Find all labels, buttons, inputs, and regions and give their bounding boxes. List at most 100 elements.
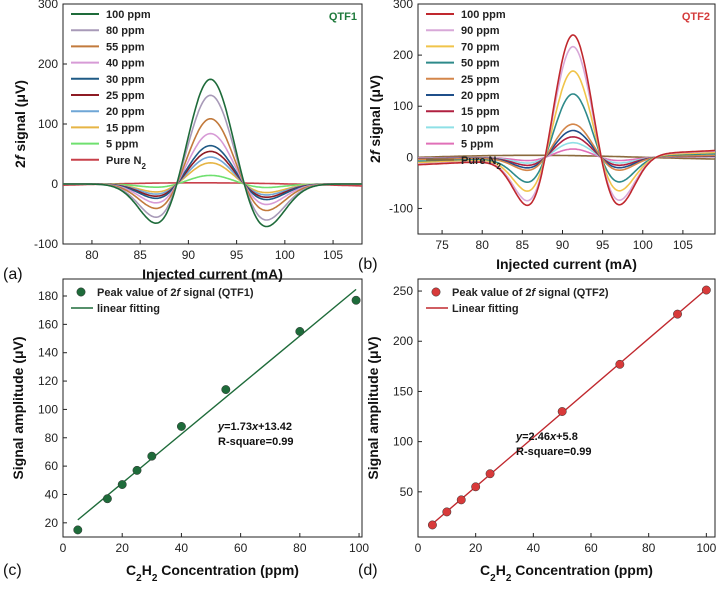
data-point [295, 327, 305, 336]
y-tick-label: 300 [393, 0, 413, 11]
chart-tag: QTF2 [682, 11, 710, 23]
data-point [615, 359, 625, 369]
x-axis-label: C2H2 Concentration (ppm) [126, 562, 299, 584]
y-tick-label: 140 [38, 346, 58, 360]
x-tick-label: 80 [85, 248, 99, 262]
data-point [442, 507, 452, 517]
y-tick-label: 20 [45, 516, 59, 530]
y-tick-label: 250 [393, 284, 413, 298]
panel-label: (a) [3, 266, 23, 283]
y-tick-label: 50 [400, 485, 414, 499]
legend-label: 50 ppm [461, 58, 500, 70]
legend-label-line: linear fitting [97, 303, 160, 315]
x-axis-label: C2H2 Concentration (ppm) [480, 562, 653, 584]
data-point [73, 525, 83, 535]
plot-frame [417, 278, 716, 538]
legend-label: 25 ppm [106, 90, 145, 102]
y-tick-label: 200 [38, 57, 58, 71]
data-point [147, 451, 157, 461]
legend-label-points: Peak value of 2f signal (QTF1) [97, 287, 254, 299]
x-tick-label: 0 [60, 541, 67, 555]
chart-panel-a: 80 85 90 95 100 105 -100 0 100 200 300 100 ppm 80 pp… [3, 0, 363, 283]
series-line-7 [63, 161, 362, 194]
y-tick-label: 200 [393, 48, 413, 62]
data-point [176, 421, 186, 431]
x-tick-label: 100 [633, 238, 653, 252]
series-line-0 [418, 34, 715, 207]
chart-tag: QTF1 [329, 11, 357, 23]
plot-frame [417, 3, 716, 235]
y-tick-label: 200 [393, 334, 413, 348]
data-point [117, 480, 127, 489]
y-tick-label: 100 [393, 99, 413, 113]
x-tick-label: 85 [516, 238, 530, 252]
y-tick-label: -100 [389, 201, 413, 215]
legend-label: 80 ppm [106, 25, 145, 37]
x-tick-label: 40 [175, 541, 189, 555]
panel-label: (b) [358, 256, 378, 273]
legend-label: 100 ppm [106, 9, 151, 21]
x-tick-label: 95 [230, 248, 244, 262]
x-tick-label: 75 [435, 238, 449, 252]
fit-equation: y=1.73x+13.42 [217, 421, 292, 433]
legend-label: 5 ppm [461, 139, 494, 151]
legend-label: 15 ppm [461, 106, 500, 118]
x-tick-label: 100 [349, 541, 369, 555]
legend-label: 30 ppm [106, 74, 145, 86]
x-tick-label: 85 [133, 248, 147, 262]
x-tick-label: 80 [293, 541, 307, 555]
legend-label: 70 ppm [461, 41, 500, 53]
x-axis-label: Injected current (mA) [496, 256, 637, 272]
data-point [221, 385, 231, 395]
legend-label-points: Peak value of 2f signal (QTF2) [452, 287, 609, 299]
panel-label: (d) [358, 562, 378, 579]
legend-label: 40 ppm [106, 58, 145, 70]
legend-marker [76, 287, 86, 297]
y-tick-label: -100 [34, 237, 58, 251]
y-tick-label: 300 [38, 0, 58, 11]
data-point [471, 482, 481, 492]
x-tick-label: 105 [323, 248, 343, 262]
legend-label: 5 ppm [106, 139, 139, 151]
legend-label: 100 ppm [461, 9, 506, 21]
data-point [132, 465, 142, 475]
data-point [351, 295, 361, 305]
y-tick-label: 0 [406, 150, 413, 164]
chart-panel-b: 75 80 85 90 95 100 105 -100 0 100 200 300 100 ppm 90 … [358, 0, 716, 273]
legend-label-line: Linear fitting [452, 303, 519, 315]
legend-label: 20 ppm [461, 90, 500, 102]
legend-label: 20 ppm [106, 106, 145, 118]
legend-label: 25 ppm [461, 74, 500, 86]
x-tick-label: 20 [116, 541, 130, 555]
legend-label: Pure N2 [106, 155, 146, 171]
x-tick-label: 90 [556, 238, 570, 252]
x-tick-label: 80 [476, 238, 490, 252]
series-line-4 [63, 144, 362, 201]
y-tick-label: 180 [38, 289, 58, 303]
legend-label: Pure N2 [461, 155, 501, 171]
y-axis-label: 2f signal (μV) [12, 80, 28, 168]
x-tick-label: 60 [584, 541, 598, 555]
y-axis-label: Signal amplitude (μV) [365, 336, 381, 479]
y-tick-label: 100 [38, 117, 58, 131]
data-point [673, 309, 682, 319]
x-tick-label: 40 [527, 541, 541, 555]
data-point [427, 520, 437, 530]
y-tick-label: 40 [45, 487, 59, 501]
y-tick-label: 80 [45, 431, 59, 445]
x-tick-label: 90 [182, 248, 196, 262]
data-point [557, 407, 567, 416]
legend-label: 15 ppm [106, 122, 145, 134]
x-tick-label: 105 [673, 238, 693, 252]
data-point [102, 494, 112, 504]
legend-label: 10 ppm [461, 122, 500, 134]
legend-label: 90 ppm [461, 25, 500, 37]
plot-frame [62, 278, 363, 538]
legend-marker [431, 287, 441, 297]
y-tick-label: 100 [38, 402, 58, 416]
x-tick-label: 20 [469, 541, 483, 555]
y-tick-label: 60 [45, 459, 59, 473]
y-tick-label: 160 [38, 317, 58, 331]
panel-label: (c) [3, 562, 22, 579]
